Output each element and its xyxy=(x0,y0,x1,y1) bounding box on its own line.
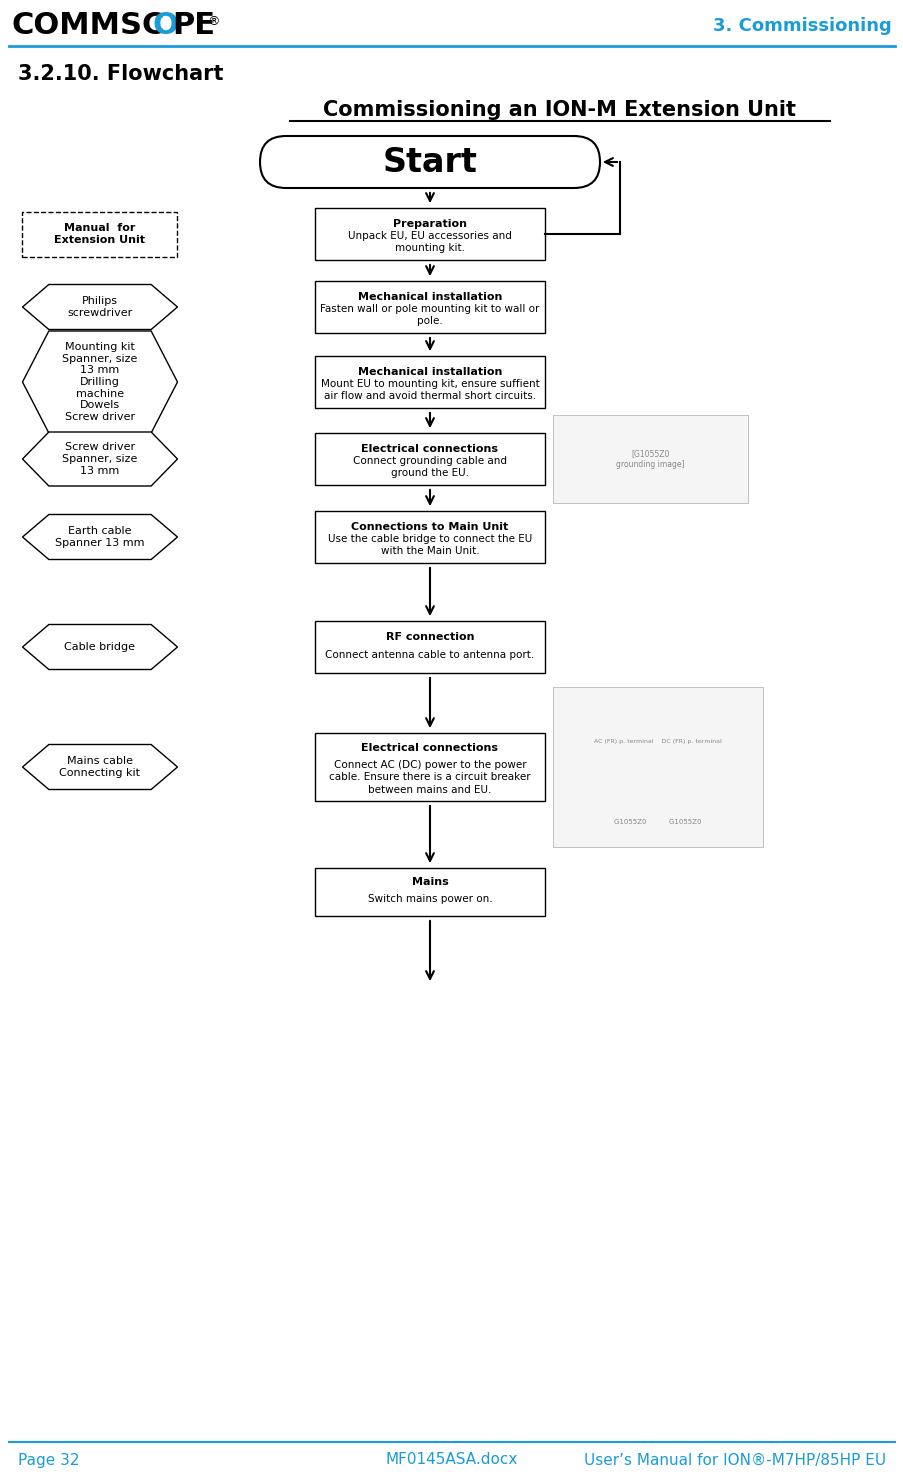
Polygon shape xyxy=(23,431,177,486)
Text: G1055Z0          G1055Z0: G1055Z0 G1055Z0 xyxy=(613,820,701,825)
Text: AC (FR) p. terminal    DC (FR) p. terminal: AC (FR) p. terminal DC (FR) p. terminal xyxy=(593,740,721,744)
Text: Mounting kit
Spanner, size
13 mm
Drilling
machine
Dowels
Screw driver: Mounting kit Spanner, size 13 mm Drillin… xyxy=(62,342,137,422)
Text: [G1055Z0
grounding image]: [G1055Z0 grounding image] xyxy=(616,449,684,468)
Text: Earth cable
Spanner 13 mm: Earth cable Spanner 13 mm xyxy=(55,526,144,548)
Text: Switch mains power on.: Switch mains power on. xyxy=(368,894,492,904)
FancyBboxPatch shape xyxy=(260,136,600,188)
Text: Mount EU to mounting kit, ensure suffient
air flow and avoid thermal short circu: Mount EU to mounting kit, ensure suffien… xyxy=(321,378,539,402)
Polygon shape xyxy=(23,624,177,670)
Polygon shape xyxy=(23,285,177,329)
Text: Commissioning an ION-M Extension Unit: Commissioning an ION-M Extension Unit xyxy=(323,99,796,120)
Text: Screw driver
Spanner, size
13 mm: Screw driver Spanner, size 13 mm xyxy=(62,443,137,476)
Text: Fasten wall or pole mounting kit to wall or
pole.: Fasten wall or pole mounting kit to wall… xyxy=(320,304,539,326)
Text: Connect grounding cable and
ground the EU.: Connect grounding cable and ground the E… xyxy=(352,455,507,479)
Text: Connect antenna cable to antenna port.: Connect antenna cable to antenna port. xyxy=(325,649,534,659)
Text: User’s Manual for ION®-M7HP/85HP EU: User’s Manual for ION®-M7HP/85HP EU xyxy=(583,1452,885,1467)
Text: RF connection: RF connection xyxy=(386,631,474,642)
Polygon shape xyxy=(23,744,177,790)
FancyBboxPatch shape xyxy=(553,688,762,848)
Polygon shape xyxy=(23,330,177,433)
Polygon shape xyxy=(23,514,177,560)
Text: Page 32: Page 32 xyxy=(18,1452,79,1467)
FancyBboxPatch shape xyxy=(314,356,545,408)
FancyBboxPatch shape xyxy=(314,433,545,485)
Text: Connect AC (DC) power to the power
cable. Ensure there is a circuit breaker
betw: Connect AC (DC) power to the power cable… xyxy=(329,760,530,794)
FancyBboxPatch shape xyxy=(314,868,545,916)
Text: Use the cable bridge to connect the EU
with the Main Unit.: Use the cable bridge to connect the EU w… xyxy=(328,534,532,556)
Text: Mains: Mains xyxy=(411,877,448,888)
Text: 3. Commissioning: 3. Commissioning xyxy=(712,16,891,36)
FancyBboxPatch shape xyxy=(314,207,545,259)
Text: Cable bridge: Cable bridge xyxy=(64,642,135,652)
Text: Philips
screwdriver: Philips screwdriver xyxy=(68,296,133,317)
FancyBboxPatch shape xyxy=(314,511,545,563)
Text: MF0145ASA.docx: MF0145ASA.docx xyxy=(386,1452,517,1467)
FancyBboxPatch shape xyxy=(23,212,177,256)
Text: ®: ® xyxy=(207,15,219,28)
Text: Mains cable
Connecting kit: Mains cable Connecting kit xyxy=(60,756,140,778)
FancyBboxPatch shape xyxy=(314,621,545,673)
FancyBboxPatch shape xyxy=(314,734,545,800)
FancyBboxPatch shape xyxy=(314,282,545,333)
Text: O: O xyxy=(153,12,179,40)
Text: Preparation: Preparation xyxy=(393,219,467,228)
Text: Manual  for
Extension Unit: Manual for Extension Unit xyxy=(54,224,145,245)
Text: Start: Start xyxy=(382,145,477,178)
Text: Connections to Main Unit: Connections to Main Unit xyxy=(351,522,508,532)
Text: 3.2.10. Flowchart: 3.2.10. Flowchart xyxy=(18,64,223,84)
Text: Mechanical installation: Mechanical installation xyxy=(358,292,502,302)
Text: Electrical connections: Electrical connections xyxy=(361,443,498,453)
Text: Electrical connections: Electrical connections xyxy=(361,742,498,753)
FancyBboxPatch shape xyxy=(553,415,747,502)
Text: Unpack EU, EU accessories and
mounting kit.: Unpack EU, EU accessories and mounting k… xyxy=(348,231,511,253)
Text: COMMSC: COMMSC xyxy=(12,12,165,40)
Text: Mechanical installation: Mechanical installation xyxy=(358,366,502,376)
Text: PE: PE xyxy=(172,12,215,40)
